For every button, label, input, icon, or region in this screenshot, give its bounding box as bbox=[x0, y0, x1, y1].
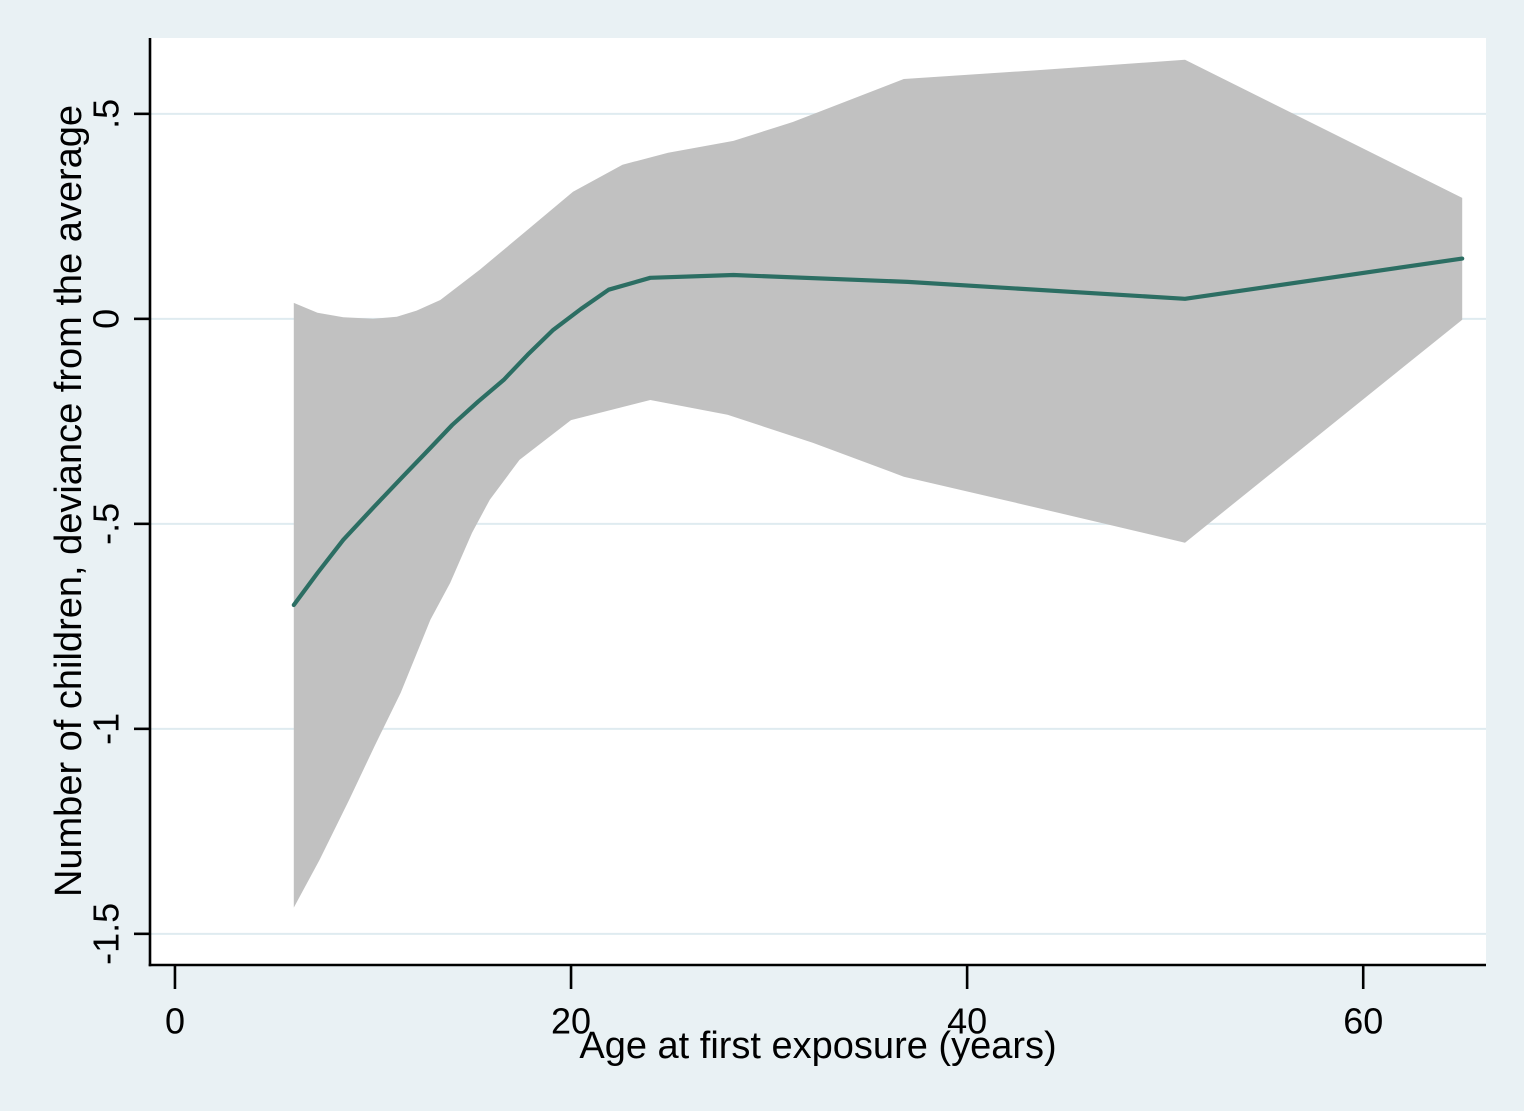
x-tick-label-60: 60 bbox=[1343, 1001, 1383, 1042]
y-tick-label-.5: .5 bbox=[86, 99, 127, 129]
estimate-line bbox=[291, 256, 1465, 608]
x-axis-title: Age at first exposure (years) bbox=[579, 1025, 1056, 1067]
axes bbox=[148, 38, 1486, 967]
estimate-polyline bbox=[291, 256, 1465, 608]
x-tick-label-40: 40 bbox=[947, 1001, 987, 1042]
ci-band bbox=[293, 59, 1463, 908]
y-tick-label-0: 0 bbox=[86, 309, 127, 329]
x-tick-label-0: 0 bbox=[165, 1001, 185, 1042]
y-tick-label--1.5: -1.5 bbox=[86, 903, 127, 965]
tick-marks bbox=[134, 112, 1365, 989]
y-tick-labels: .5 0 -.5 -1 -1.5 bbox=[86, 99, 127, 965]
y-axis-title: Number of children, deviance from the av… bbox=[48, 105, 90, 897]
x-tick-labels: 0 20 40 60 bbox=[165, 1001, 1383, 1042]
x-tick-label-20: 20 bbox=[551, 1001, 591, 1042]
y-tick-label--1: -1 bbox=[86, 713, 127, 745]
y-tick-label--.5: -.5 bbox=[86, 503, 127, 545]
confidence-band-area bbox=[293, 59, 1463, 908]
